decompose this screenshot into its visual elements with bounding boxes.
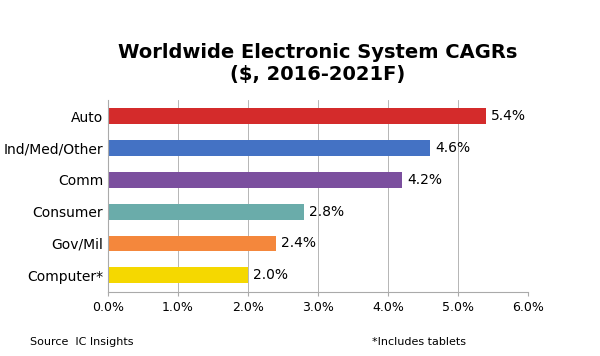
Bar bbox=[108, 140, 430, 156]
Text: 5.4%: 5.4% bbox=[491, 109, 526, 124]
Text: Source  IC Insights: Source IC Insights bbox=[30, 337, 133, 347]
Text: *Includes tablets: *Includes tablets bbox=[372, 337, 466, 347]
Text: Worldwide Electronic System CAGRs
($, 2016-2021F): Worldwide Electronic System CAGRs ($, 20… bbox=[118, 43, 518, 84]
Bar bbox=[108, 204, 304, 220]
Text: 4.2%: 4.2% bbox=[407, 173, 442, 187]
Bar bbox=[108, 267, 248, 283]
Text: 2.8%: 2.8% bbox=[309, 205, 344, 219]
Text: 2.4%: 2.4% bbox=[281, 236, 316, 251]
Text: 2.0%: 2.0% bbox=[253, 268, 288, 282]
Bar bbox=[108, 236, 276, 251]
Text: 4.6%: 4.6% bbox=[435, 141, 470, 155]
Bar bbox=[108, 172, 402, 188]
Bar bbox=[108, 109, 486, 124]
